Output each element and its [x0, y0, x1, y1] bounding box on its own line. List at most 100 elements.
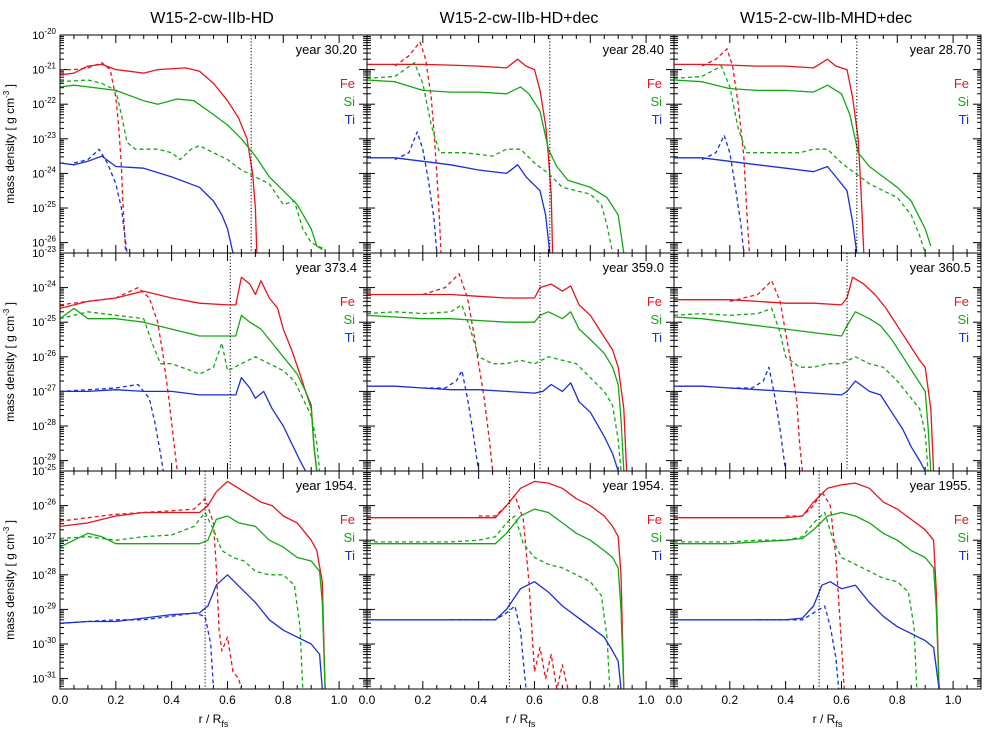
panel-row1-col1: year 30.20 Fe Si Ti	[59, 34, 368, 254]
series-group	[367, 273, 628, 471]
legend-ti: Ti	[345, 112, 355, 127]
series-fe-solid	[674, 276, 935, 471]
series-group	[60, 62, 326, 253]
panel-row2-col1: year 373.4 Fe Si Ti	[59, 252, 368, 472]
y-tick-label: 10-26	[32, 349, 56, 364]
x-tick-label: 0.4	[163, 693, 180, 707]
legend-fe: Fe	[340, 512, 355, 527]
series-ti-dashed	[422, 370, 480, 471]
series-ti-solid	[60, 155, 234, 253]
panel-frame	[366, 252, 675, 472]
panel-row2-col2: year 359.0 Fe Si Ti	[366, 252, 675, 472]
year-annotation: year 359.0	[603, 260, 664, 275]
panel-frame	[673, 34, 982, 254]
series-fe-solid	[674, 482, 940, 689]
series-ti-dashed	[394, 131, 438, 253]
series-ti-dashed	[757, 605, 840, 689]
legend-si: Si	[650, 94, 662, 109]
series-group	[674, 48, 932, 253]
y-tick-label: 10-22	[32, 96, 56, 111]
panel-frame	[366, 34, 675, 254]
series-group	[60, 480, 326, 689]
x-axis-title: r / Rfs	[199, 712, 229, 729]
x-tick-label: 0.6	[219, 693, 236, 707]
series-si-dashed	[674, 65, 926, 253]
series-ti-solid	[674, 380, 926, 471]
series-fe-dashed	[422, 273, 494, 471]
y-tick-label: 10-20	[32, 27, 56, 42]
series-si-solid	[674, 311, 932, 471]
panel-row2-col3: year 360.5 Fe Si Ti	[673, 252, 982, 472]
y-tick-label: 10-28	[32, 418, 56, 433]
series-si-solid	[367, 508, 625, 689]
series-si-solid	[60, 515, 326, 689]
legend-fe: Fe	[647, 294, 662, 309]
year-annotation: year 1955.	[910, 478, 971, 493]
series-si-solid	[60, 307, 318, 471]
x-tick-label: 0.8	[275, 693, 292, 707]
series-si-dashed	[60, 511, 304, 689]
y-tick-label: 10-26	[32, 498, 56, 513]
panel-row3-col3: year 1955. Fe Si Ti	[673, 470, 982, 690]
panel-row3-col2: year 1954. Fe Si Ti	[366, 470, 675, 690]
x-tick-label: 0.6	[833, 693, 850, 707]
series-ti-solid	[367, 581, 622, 689]
series-fe-dashed	[701, 48, 751, 253]
series-si-solid	[367, 79, 625, 253]
series-si-solid	[60, 84, 323, 251]
legend-si: Si	[957, 530, 969, 545]
y-tick-label: 10-25	[32, 200, 56, 215]
y-tick-label: 10-26	[32, 235, 56, 250]
panel-frame	[673, 252, 982, 472]
series-fe-dashed	[785, 491, 845, 689]
y-tick-label: 10-31	[32, 671, 56, 686]
series-ti-solid	[60, 376, 307, 471]
series-si-dashed	[60, 311, 321, 471]
panel-frame	[59, 34, 368, 254]
series-ti-dashed	[60, 383, 164, 471]
legend-si: Si	[343, 530, 355, 545]
x-tick-label: 0.8	[582, 693, 599, 707]
year-annotation: year 373.4	[296, 260, 357, 275]
year-annotation: year 360.5	[910, 260, 971, 275]
y-axis-title: mass density [ g cm-3 ]	[2, 520, 17, 640]
legend-si: Si	[957, 312, 969, 327]
legend-ti: Ti	[959, 330, 969, 345]
y-tick-label: 10-23	[32, 131, 56, 146]
y-tick-label: 10-25	[32, 463, 56, 478]
panel-frame	[673, 470, 982, 690]
series-group	[674, 276, 935, 471]
x-tick-label: 1.0	[638, 693, 655, 707]
y-axis-title: mass density [ g cm-3 ]	[2, 84, 17, 204]
legend-fe: Fe	[954, 512, 969, 527]
legend-si: Si	[650, 530, 662, 545]
x-tick-label: 0.2	[721, 693, 738, 707]
series-si-dashed	[60, 79, 326, 251]
y-tick-label: 10-25	[32, 314, 56, 329]
series-fe-dashed	[729, 280, 804, 471]
legend-fe: Fe	[647, 76, 662, 91]
legend-si: Si	[343, 312, 355, 327]
series-fe-solid	[367, 283, 628, 471]
year-annotation: year 28.40	[603, 42, 664, 57]
series-fe-solid	[367, 480, 625, 689]
series-ti-solid	[674, 581, 940, 689]
series-fe-dashed	[60, 286, 178, 471]
legend-fe: Fe	[647, 512, 662, 527]
x-tick-label: 0.2	[414, 693, 431, 707]
column-title-2: W15-2-cw-IIb-HD+dec	[440, 10, 599, 27]
y-tick-label: 10-21	[32, 62, 56, 77]
x-tick-label: 0.6	[526, 693, 543, 707]
series-ti-solid	[60, 574, 323, 689]
series-si-dashed	[367, 304, 622, 471]
legend-ti: Ti	[652, 548, 662, 563]
x-tick-label: 0.4	[470, 693, 487, 707]
series-ti-dashed	[73, 148, 128, 253]
series-ti-dashed	[701, 134, 745, 253]
series-group	[367, 41, 625, 253]
legend-ti: Ti	[652, 330, 662, 345]
x-tick-label: 0.2	[107, 693, 124, 707]
legend-fe: Fe	[954, 76, 969, 91]
x-tick-label: 1.0	[945, 693, 962, 707]
